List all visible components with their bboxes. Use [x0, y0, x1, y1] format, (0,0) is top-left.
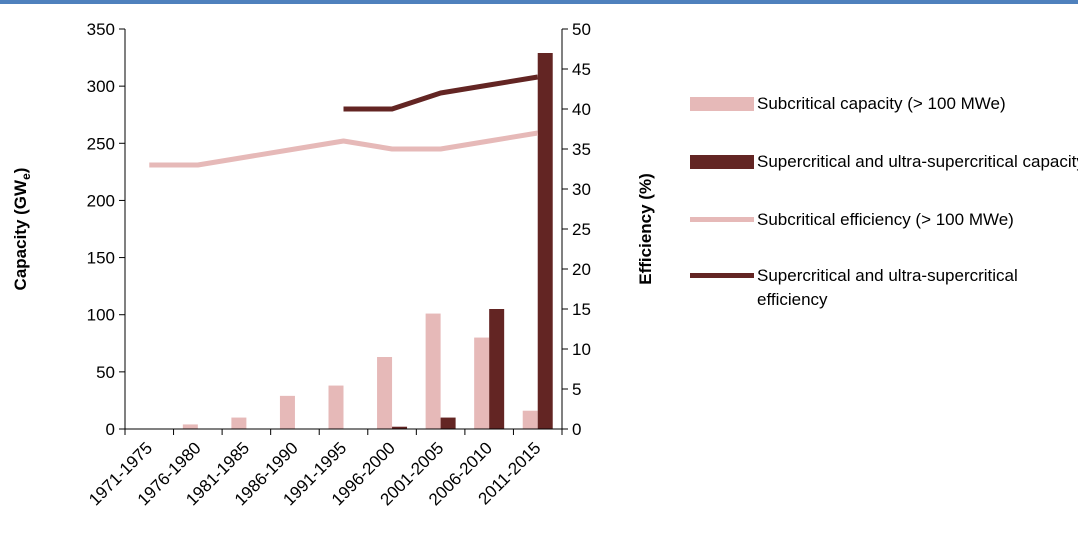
bar-supercritical-and-ultra-supercritical-capacity-1996-2000: [392, 426, 408, 429]
y-tick-label-50: 50: [96, 363, 115, 382]
legend-swatch-supercritical-capacity: [690, 155, 754, 169]
bars-layer: [182, 53, 553, 429]
bar-subcritical-capacity-100-mwe-2001-2005: [425, 313, 441, 429]
y-tick-label-200: 200: [87, 191, 115, 210]
bar-subcritical-capacity-100-mwe-2006-2010: [474, 337, 490, 429]
top-border: [0, 0, 1078, 4]
y2-tick-label-10: 10: [572, 340, 591, 359]
y-tick-label-350: 350: [87, 20, 115, 39]
legend-item-supercritical-capacity: Supercritical and ultra-supercritical ca…: [690, 150, 1078, 174]
y-tick-label-0: 0: [106, 420, 115, 439]
bar-subcritical-capacity-100-mwe-1976-1980: [182, 424, 198, 429]
legend-item-subcritical-efficiency: Subcritical efficiency (> 100 MWe): [690, 208, 1078, 232]
line-subcritical-efficiency-100-mwe: [149, 130, 539, 168]
legend-item-supercritical-efficiency: Supercritical and ultra-supercritical ef…: [690, 264, 1078, 312]
y-tick-label-100: 100: [87, 306, 115, 325]
y-tick-label-300: 300: [87, 77, 115, 96]
bar-supercritical-and-ultra-supercritical-capacity-2006-2010: [489, 309, 505, 429]
legend-swatch-subcritical-efficiency: [690, 217, 754, 222]
y2-tick-label-40: 40: [572, 100, 591, 119]
bar-subcritical-capacity-100-mwe-2011-2015: [522, 410, 538, 429]
y2-tick-label-25: 25: [572, 220, 591, 239]
y2-tick-label-30: 30: [572, 180, 591, 199]
bar-subcritical-capacity-100-mwe-1986-1990: [279, 395, 295, 429]
lines-layer: [149, 74, 539, 168]
legend-label-subcritical-capacity: Subcritical capacity (> 100 MWe): [757, 94, 1006, 113]
y-tick-label-150: 150: [87, 249, 115, 268]
bar-subcritical-capacity-100-mwe-1981-1985: [231, 417, 247, 429]
y2-tick-label-50: 50: [572, 20, 591, 39]
legend-label-supercritical-efficiency: Supercritical and ultra-supercritical ef…: [757, 266, 1018, 309]
legend-label-supercritical-capacity: Supercritical and ultra-supercritical ca…: [757, 152, 1078, 171]
legend-label-subcritical-efficiency: Subcritical efficiency (> 100 MWe): [757, 210, 1014, 229]
bar-supercritical-and-ultra-supercritical-capacity-2011-2015: [537, 53, 553, 429]
bar-supercritical-and-ultra-supercritical-capacity-2001-2005: [440, 417, 456, 429]
y-tick-label-250: 250: [87, 134, 115, 153]
y2-tick-label-20: 20: [572, 260, 591, 279]
y2-tick-label-5: 5: [572, 380, 581, 399]
bar-subcritical-capacity-100-mwe-1996-2000: [377, 357, 393, 429]
y2-tick-label-45: 45: [572, 60, 591, 79]
y-axis-title: Capacity (GWe): [11, 168, 33, 291]
line-supercritical-and-ultra-supercritical-efficiency: [343, 74, 539, 112]
y2-tick-label-0: 0: [572, 420, 581, 439]
axes-layer: 0 50 100 150 200 250 300 350 0 5 10 15 20 25 30 35 40 45 5…: [85, 20, 591, 509]
legend-swatch-subcritical-capacity: [690, 97, 754, 111]
bar-subcritical-capacity-100-mwe-1991-1995: [328, 385, 344, 429]
legend-item-subcritical-capacity: Subcritical capacity (> 100 MWe): [690, 92, 1078, 116]
y2-tick-label-35: 35: [572, 140, 591, 159]
legend-swatch-supercritical-efficiency: [690, 273, 754, 278]
y2-tick-label-15: 15: [572, 300, 591, 319]
y2-axis-title: Efficiency (%): [636, 173, 655, 284]
